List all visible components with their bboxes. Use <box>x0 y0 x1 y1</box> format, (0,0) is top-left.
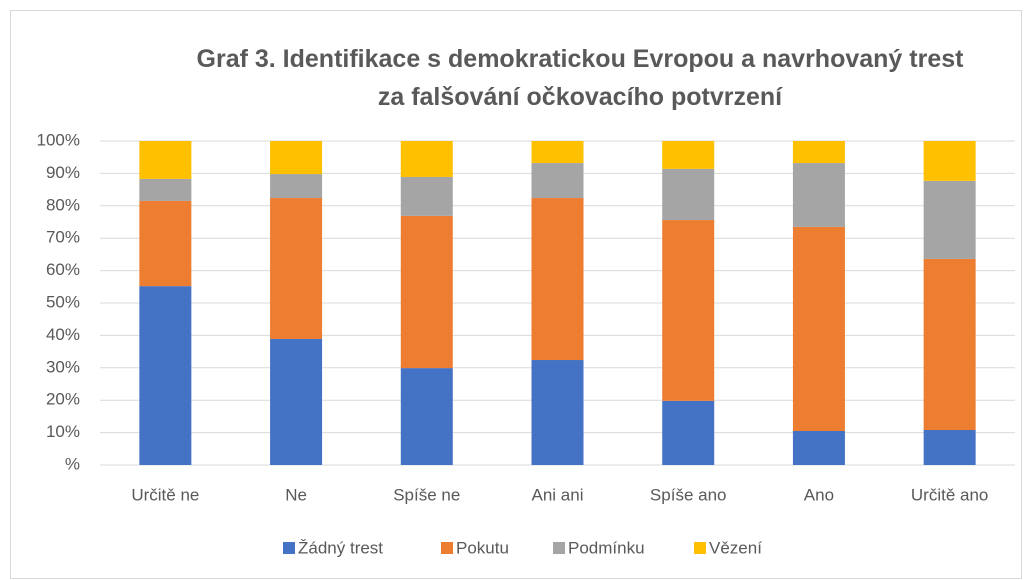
legend-swatch <box>283 542 295 554</box>
x-tick-label: Spíše ano <box>650 485 727 504</box>
bar-segment <box>923 258 976 431</box>
y-tick-label: 90% <box>46 163 80 182</box>
legend-label: Pokutu <box>456 538 509 557</box>
x-tick-label: Ano <box>804 485 834 504</box>
y-tick-label: 10% <box>46 422 80 441</box>
bar-segment <box>923 430 976 465</box>
y-tick-label: 60% <box>46 260 80 279</box>
bar-segment <box>923 141 976 181</box>
bar-segment <box>923 180 976 259</box>
legend-swatch <box>553 542 565 554</box>
legend-label: Podmínku <box>568 538 645 557</box>
x-tick-label: Ne <box>285 485 307 504</box>
bar-segment <box>792 430 845 465</box>
y-tick-label: 20% <box>46 390 80 409</box>
bar-segment <box>400 368 453 465</box>
x-tick-label: Ani ani <box>532 485 584 504</box>
x-tick-label: Určitě ne <box>131 485 199 504</box>
bar-segment <box>662 220 715 401</box>
x-tick-label: Určitě ano <box>911 485 988 504</box>
y-tick-label: 100% <box>37 130 80 149</box>
legend-swatch <box>694 542 706 554</box>
bar-segment <box>531 163 584 199</box>
bar-segment <box>400 215 453 369</box>
y-tick-label: 80% <box>46 195 80 214</box>
legend-label: Vězení <box>709 538 762 557</box>
bar-segment <box>400 141 453 177</box>
bar-segment <box>531 141 584 164</box>
y-tick-label: 70% <box>46 228 80 247</box>
bar-segment <box>139 286 192 465</box>
bar-segment <box>792 163 845 227</box>
bar-segment <box>792 141 845 164</box>
bar-segment <box>531 198 584 361</box>
chart-title: Graf 3. Identifikace s demokratickou Evr… <box>196 45 964 111</box>
bar-segment <box>662 168 715 221</box>
bar-segment <box>139 200 192 287</box>
y-tick-label: 40% <box>46 325 80 344</box>
bar-segment <box>662 141 715 169</box>
y-tick-label: 50% <box>46 292 80 311</box>
bar-segment <box>662 400 715 465</box>
bar-segment <box>400 176 453 216</box>
y-tick-label: 30% <box>46 357 80 376</box>
bar-segment <box>792 226 845 431</box>
bar-segment <box>270 338 323 465</box>
y-tick-label: % <box>65 454 80 473</box>
x-tick-label: Spíše ne <box>393 485 460 504</box>
bar-segment <box>139 141 192 179</box>
bar-segment <box>270 141 323 175</box>
bar-segment <box>531 360 584 465</box>
bar-segment <box>270 174 323 199</box>
legend-swatch <box>441 542 453 554</box>
bar-segment <box>139 178 192 201</box>
legend-label: Žádný trest <box>298 538 383 557</box>
bar-segment <box>270 198 323 339</box>
